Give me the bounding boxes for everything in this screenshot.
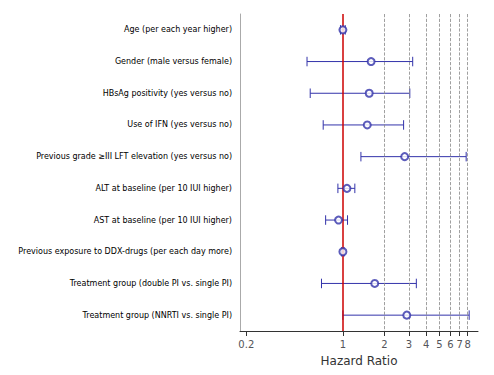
svg-text:3: 3 bbox=[406, 339, 412, 350]
svg-text:8: 8 bbox=[465, 339, 471, 350]
svg-text:7: 7 bbox=[456, 339, 462, 350]
svg-text:ALT at baseline (per 10 IUI hi: ALT at baseline (per 10 IUI higher) bbox=[96, 184, 232, 193]
svg-text:Gender (male versus female): Gender (male versus female) bbox=[115, 57, 232, 66]
svg-text:HBsAg positivity (yes versus n: HBsAg positivity (yes versus no) bbox=[103, 89, 232, 98]
svg-text:0.2: 0.2 bbox=[238, 339, 254, 350]
svg-text:2: 2 bbox=[381, 339, 387, 350]
svg-text:Hazard Ratio: Hazard Ratio bbox=[321, 354, 398, 368]
svg-text:Treatment group (double PI vs.: Treatment group (double PI vs. single PI… bbox=[69, 279, 232, 288]
svg-text:1: 1 bbox=[340, 339, 346, 350]
svg-text:Previous grade ≥III LFT elevat: Previous grade ≥III LFT elevation (yes v… bbox=[36, 152, 232, 161]
svg-text:Previous exposure to DDX-drugs: Previous exposure to DDX-drugs (per each… bbox=[18, 247, 232, 256]
svg-text:Use of IFN (yes versus no): Use of IFN (yes versus no) bbox=[127, 120, 232, 129]
svg-text:Age (per each year higher): Age (per each year higher) bbox=[124, 25, 232, 34]
svg-text:6: 6 bbox=[447, 339, 453, 350]
svg-text:AST at baseline (per 10 IUI hi: AST at baseline (per 10 IUI higher) bbox=[94, 216, 232, 225]
svg-text:4: 4 bbox=[423, 339, 429, 350]
svg-text:Treatment group (NNRTI vs. sin: Treatment group (NNRTI vs. single PI) bbox=[82, 311, 232, 320]
svg-text:5: 5 bbox=[436, 339, 442, 350]
